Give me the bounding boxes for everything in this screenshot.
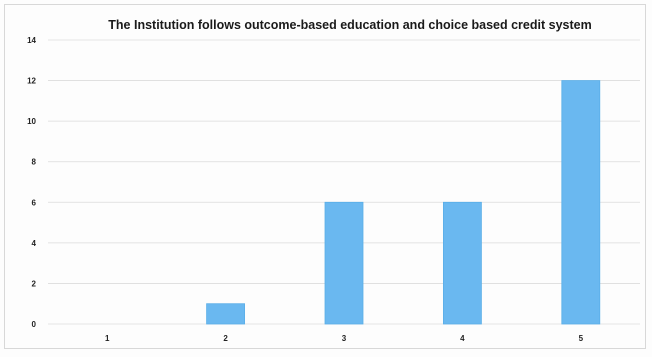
y-tick-label: 0 — [32, 320, 37, 329]
x-tick-label: 3 — [342, 334, 347, 343]
y-tick-label: 10 — [27, 117, 36, 126]
y-axis-ticks: 0 2 4 6 8 10 12 14 — [27, 36, 36, 329]
y-tick-label: 12 — [27, 77, 36, 86]
x-tick-label: 2 — [223, 334, 228, 343]
bar-5 — [561, 80, 601, 325]
y-tick-label: 14 — [27, 36, 36, 45]
bars — [206, 80, 601, 325]
y-tick-label: 4 — [32, 239, 37, 248]
chart-title: The Institution follows outcome-based ed… — [108, 18, 591, 32]
x-tick-label: 4 — [460, 334, 465, 343]
x-axis-ticks: 1 2 3 4 5 — [105, 334, 584, 343]
y-tick-label: 8 — [32, 158, 37, 167]
x-tick-label: 1 — [105, 334, 110, 343]
y-tick-label: 6 — [32, 198, 37, 207]
bar-4 — [442, 201, 482, 325]
x-tick-label: 5 — [579, 334, 584, 343]
bar-2 — [206, 303, 246, 325]
y-tick-label: 2 — [32, 279, 37, 288]
bar-3 — [324, 201, 364, 325]
